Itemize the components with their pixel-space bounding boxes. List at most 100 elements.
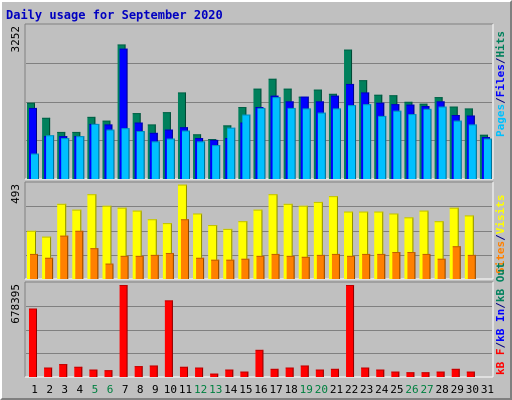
visits-bar	[102, 205, 112, 279]
hits-bar-shade	[359, 80, 368, 82]
legend-entry: kB In	[494, 309, 507, 342]
kb-bar-shade	[111, 370, 113, 377]
hits-bar-shade	[147, 124, 156, 126]
kb-bar	[179, 366, 188, 377]
sites-bar-shade	[135, 255, 144, 257]
pages-bar-shade	[234, 127, 236, 179]
visits-bar	[313, 201, 323, 279]
sites-bar-shade	[422, 253, 431, 255]
x-tick-label: 15	[239, 383, 252, 396]
sites-bar-shade	[120, 255, 129, 257]
sites-bar	[467, 254, 476, 279]
hits-bar-shade	[102, 120, 111, 122]
visits-bar	[434, 221, 444, 279]
sites-bar-shade	[187, 219, 189, 279]
x-tick-label: 31	[481, 383, 494, 396]
legend-entry: kB Out	[494, 262, 507, 302]
pages-bar-shade	[76, 136, 85, 138]
legend-entry: /	[494, 302, 507, 309]
files-bar-shade	[255, 107, 264, 109]
x-tick-label: 6	[107, 383, 114, 396]
pages-bar-shade	[363, 104, 372, 106]
kb-bar-shade	[383, 369, 385, 377]
y-max-label: 3252	[9, 26, 22, 53]
kb-bar	[436, 371, 445, 377]
pages-bar	[197, 141, 206, 179]
sites-bar-shade	[45, 257, 54, 259]
sites-bar-shade	[293, 255, 295, 279]
kb-bar-shade	[225, 369, 234, 371]
sites-bar	[392, 252, 401, 279]
visits-bar-shade	[449, 207, 459, 209]
sites-bar-shade	[241, 258, 250, 260]
sites-bar	[407, 252, 416, 279]
x-tick-label: 23	[360, 383, 373, 396]
visits-bar	[208, 225, 218, 279]
sites-bar	[241, 258, 250, 279]
visits-bar-shade	[261, 209, 263, 279]
legend-hits: Pages/Files/Hits	[494, 31, 507, 137]
kb-bar-shade	[44, 367, 53, 369]
hits-bar-shade	[344, 49, 353, 51]
sites-bar-shade	[211, 259, 220, 261]
pages-bar-shade	[370, 104, 372, 179]
visits-bar-shade	[155, 219, 157, 279]
kb-bar-shade	[406, 372, 415, 374]
hits-bar-shade	[268, 78, 277, 80]
pages-bar-shade	[151, 141, 160, 143]
sites-bar	[347, 255, 356, 279]
x-tick-label: 7	[122, 383, 129, 396]
pages-bar	[46, 135, 55, 179]
pages-bar	[242, 114, 251, 179]
visits-bar	[404, 217, 414, 279]
visits-bar-shade	[367, 211, 369, 279]
hits-bar-shade	[404, 101, 413, 103]
hits-bar-shade	[283, 88, 292, 90]
sites-bar-shade	[331, 253, 340, 255]
hits-bar-shade	[464, 108, 473, 110]
x-tick-label: 8	[137, 383, 144, 396]
sites-bar-shade	[362, 253, 371, 255]
kb-bar	[346, 285, 355, 377]
visits-bar-shade	[344, 211, 354, 213]
kb-bar	[451, 368, 460, 377]
pages-bar	[212, 145, 221, 179]
pages-bar-shade	[287, 107, 296, 109]
hits-bar-shade	[177, 92, 186, 94]
kb-bar-shade	[307, 365, 309, 377]
visits-bar-shade	[336, 196, 338, 279]
sites-bar	[30, 253, 38, 279]
pages-bar-shade	[68, 138, 70, 179]
files-bar-shade	[466, 115, 475, 117]
pages-bar-shade	[121, 128, 130, 130]
pages-bar-shade	[188, 130, 190, 179]
sites-bar-shade	[218, 259, 220, 279]
visits-bar-shade	[389, 213, 399, 215]
kb-bar	[406, 372, 415, 377]
hits-bar-shade	[419, 103, 428, 105]
files-bar-shade	[164, 129, 173, 131]
pages-bar-shade	[302, 108, 311, 110]
legend-visits: Sites/Visits	[494, 195, 507, 275]
visits-bar	[389, 213, 399, 279]
visits-bar-shade	[276, 194, 278, 279]
kb-bar-shade	[104, 370, 113, 372]
sites-bar-shade	[271, 253, 280, 255]
sites-bar-shade	[97, 248, 99, 279]
pages-bar-shade	[257, 107, 266, 109]
x-tick-label: 4	[77, 383, 84, 396]
sites-bar-shade	[338, 253, 340, 279]
visits-bar	[268, 194, 278, 279]
sites-bar	[286, 255, 295, 279]
visits-bar	[298, 205, 308, 279]
sites-bar-shade	[157, 254, 159, 279]
kb-bar	[421, 372, 430, 377]
files-bar	[119, 48, 128, 179]
legend-entry: kB F	[494, 349, 507, 376]
sites-bar	[165, 252, 174, 279]
kb-bar	[74, 366, 83, 377]
kb-bar	[149, 365, 158, 377]
files-bar-shade	[210, 139, 219, 141]
